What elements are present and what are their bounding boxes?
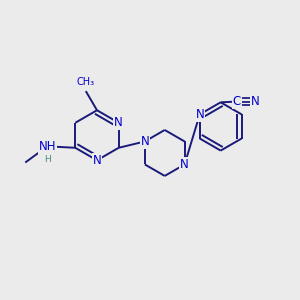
Text: CH₃: CH₃ (77, 77, 95, 87)
Text: C: C (233, 95, 241, 108)
Text: N: N (114, 116, 123, 129)
Text: H: H (44, 155, 51, 164)
Text: N: N (251, 95, 260, 108)
Text: NH: NH (39, 140, 56, 153)
Text: N: N (93, 154, 101, 167)
Text: N: N (180, 158, 189, 171)
Text: N: N (140, 135, 149, 148)
Text: N: N (195, 108, 204, 121)
